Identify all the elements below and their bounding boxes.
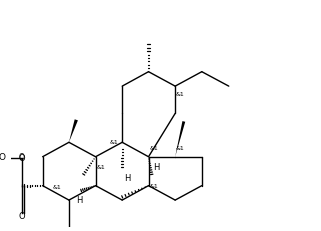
Text: &1: &1 <box>149 146 158 151</box>
Text: O: O <box>19 153 25 162</box>
Text: O: O <box>18 154 25 163</box>
Text: &1: &1 <box>176 146 185 151</box>
Text: O: O <box>18 212 25 221</box>
Text: &1: &1 <box>176 92 185 97</box>
Text: &1: &1 <box>109 140 118 145</box>
Polygon shape <box>69 119 78 142</box>
Text: &1: &1 <box>149 184 158 189</box>
Text: &1: &1 <box>97 165 105 170</box>
Text: H: H <box>153 163 159 172</box>
Text: &1: &1 <box>52 185 61 190</box>
Polygon shape <box>175 121 185 157</box>
Text: O: O <box>0 153 6 162</box>
Text: H: H <box>125 174 131 183</box>
Text: H: H <box>76 196 83 205</box>
